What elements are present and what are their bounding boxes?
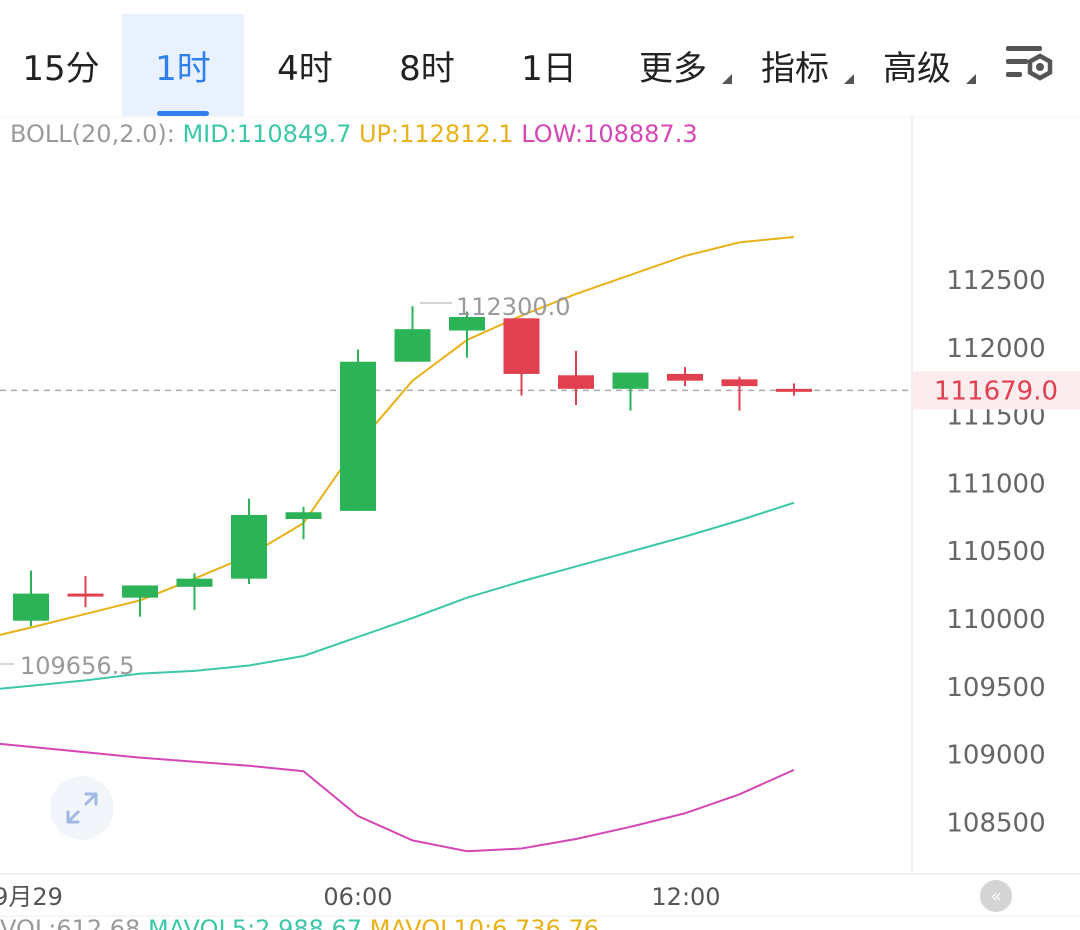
candle-body xyxy=(721,379,758,387)
expand-icon xyxy=(66,792,98,824)
tab-label: 1日 xyxy=(521,48,577,89)
candle-body xyxy=(449,316,485,331)
y-tick-label: 112500 xyxy=(946,266,1045,296)
y-tick-label: 110000 xyxy=(946,605,1045,635)
candle-body xyxy=(13,593,49,621)
candle-body xyxy=(558,375,594,389)
candle-body xyxy=(667,373,703,381)
chart-settings-icon[interactable] xyxy=(1000,40,1056,90)
boll-low-value: LOW:108887.3 xyxy=(521,120,698,148)
fullscreen-button[interactable] xyxy=(50,776,114,840)
boll-name: BOLL(20,2.0): xyxy=(10,120,175,148)
tab-advanced[interactable]: 高级 xyxy=(856,14,978,116)
tab-label: 4时 xyxy=(277,48,333,89)
y-tick-label: 109000 xyxy=(946,741,1045,771)
tab-1h[interactable]: 1时 xyxy=(122,14,244,116)
current-price-tag xyxy=(913,371,1080,410)
tab-15min[interactable]: 15分 xyxy=(0,14,122,116)
y-tick-label: 111000 xyxy=(946,469,1045,499)
tab-label: 15分 xyxy=(22,48,100,89)
tab-1d[interactable]: 1日 xyxy=(488,14,610,116)
tab-indicators[interactable]: 指标 xyxy=(734,14,856,116)
dropdown-triangle-icon xyxy=(844,74,854,84)
x-tick-label: 12:00 xyxy=(651,883,720,911)
tab-label: 更多 xyxy=(639,48,707,89)
candle-body xyxy=(176,578,213,587)
candle-body xyxy=(231,514,267,579)
x-tick-label: 06:00 xyxy=(323,883,392,911)
candle-body xyxy=(776,388,812,392)
tab-label: 8时 xyxy=(399,48,455,89)
tab-label: 1时 xyxy=(155,48,211,89)
tab-4h[interactable]: 4时 xyxy=(244,14,366,116)
y-tick-label: 108500 xyxy=(946,808,1045,838)
double-chevron-left-icon: « xyxy=(990,885,1002,907)
high-price-label: 112300.0 xyxy=(456,293,571,321)
candle-body xyxy=(285,512,322,520)
boll-lower-line xyxy=(0,742,795,853)
boll-upper-line xyxy=(0,235,795,636)
tab-8h[interactable]: 8时 xyxy=(366,14,488,116)
tab-more[interactable]: 更多 xyxy=(612,14,734,116)
y-tick-label: 109500 xyxy=(946,673,1045,703)
boll-mid-value: MID:110849.7 xyxy=(182,120,352,148)
dropdown-triangle-icon xyxy=(722,74,732,84)
x-tick-label: 9月29 xyxy=(0,883,63,911)
tab-label: 高级 xyxy=(883,48,951,89)
candle-body xyxy=(394,329,431,362)
dropdown-triangle-icon xyxy=(966,74,976,84)
scroll-to-latest-button[interactable]: « xyxy=(980,880,1012,912)
vol-value: VOL:612.68 xyxy=(0,915,141,930)
low-price-label: 109656.5 xyxy=(20,652,135,680)
candle-body xyxy=(340,361,376,511)
timeframe-tabbar: 15分 1时 4时 8时 1日 更多 指标 高级 xyxy=(0,0,1080,116)
y-tick-label: 112000 xyxy=(946,334,1045,364)
candle-body xyxy=(612,372,649,389)
mavol10-value: MAVOL10:6,736.76 xyxy=(369,915,600,930)
active-tab-indicator xyxy=(157,111,209,116)
current-price-label: 111679.0 xyxy=(934,376,1058,406)
candle-body xyxy=(67,593,104,597)
candle-body xyxy=(503,318,540,374)
boll-mid-line xyxy=(0,501,795,690)
mavol5-value: MAVOL5:2,988.67 xyxy=(147,915,363,930)
boll-up-value: UP:112812.1 xyxy=(358,120,514,148)
volume-indicator-header: VOL:612.68 MAVOL5:2,988.67 MAVOL10:6,736… xyxy=(0,914,599,930)
y-tick-label: 110500 xyxy=(946,537,1045,567)
candle-body xyxy=(122,585,158,598)
boll-indicator-header: BOLL(20,2.0): MID:110849.7 UP:112812.1 L… xyxy=(10,120,698,148)
tab-label: 指标 xyxy=(761,48,829,89)
